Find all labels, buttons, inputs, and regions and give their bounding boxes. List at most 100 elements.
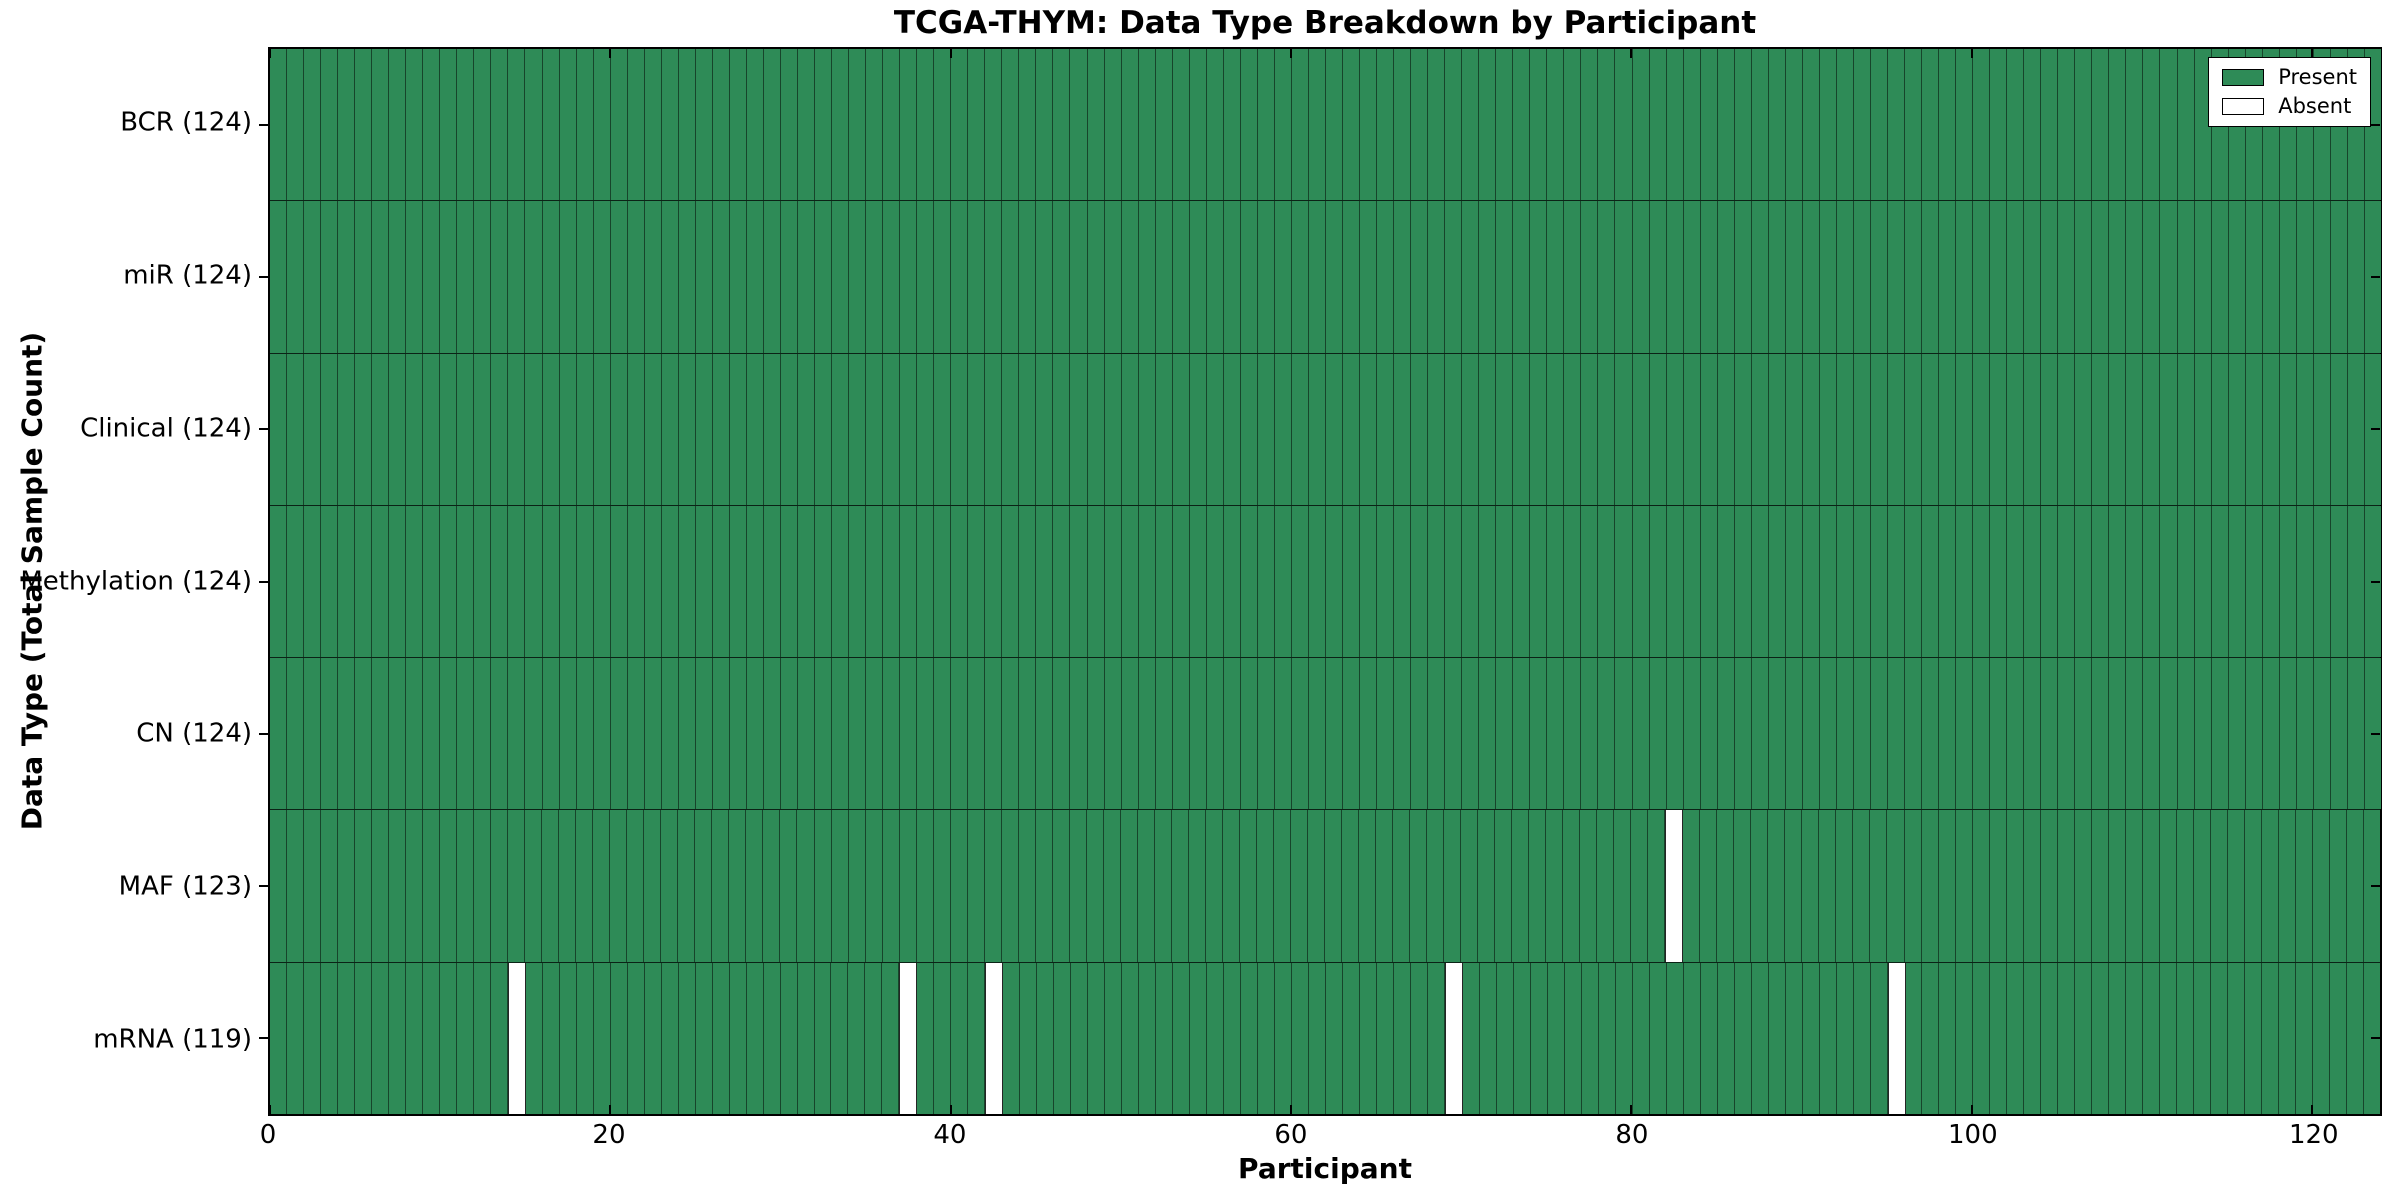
cell [1037, 962, 1055, 1114]
cell [1120, 810, 1138, 962]
cell [1189, 505, 1207, 658]
cell [746, 505, 764, 658]
cell [695, 353, 713, 505]
y-tick-left-Methylation [259, 580, 268, 583]
cell [1615, 201, 1633, 353]
cell [1547, 49, 1565, 201]
cell [1071, 962, 1089, 1114]
cell [899, 810, 917, 962]
cell [2347, 353, 2365, 505]
cell [1172, 353, 1190, 505]
cell [1239, 810, 1257, 962]
cell [1019, 201, 1037, 353]
cell [1785, 353, 1803, 505]
legend: Present Absent [2208, 57, 2371, 127]
cell [1666, 658, 1684, 810]
cell [1564, 658, 1582, 810]
cell [678, 201, 696, 353]
cell [678, 505, 696, 658]
cell [1683, 353, 1701, 505]
cell [797, 962, 815, 1114]
cell [1564, 505, 1582, 658]
cell [2041, 201, 2059, 353]
cell [1836, 962, 1854, 1114]
cell [2092, 962, 2110, 1114]
cell [1155, 49, 1173, 201]
cell [1104, 201, 1122, 353]
cell [917, 201, 935, 353]
cell [695, 201, 713, 353]
cell [2177, 658, 2195, 810]
cell [2126, 353, 2144, 505]
cell [1206, 201, 1224, 353]
cell [1155, 353, 1173, 505]
cell [865, 962, 883, 1114]
y-tick-right-Methylation [2371, 580, 2380, 583]
cell [1036, 353, 1054, 505]
cell [1785, 962, 1803, 1114]
cell [985, 505, 1003, 658]
cell [1819, 658, 1837, 810]
cell [1956, 49, 1974, 201]
cell [2040, 810, 2058, 962]
cell [559, 962, 577, 1114]
row-Methylation [270, 505, 2381, 659]
cell [1939, 353, 1957, 505]
cell [2075, 505, 2093, 658]
cell [1274, 505, 1292, 658]
cell [1717, 353, 1735, 505]
cell [559, 201, 577, 353]
cell [2024, 658, 2042, 810]
cell [1819, 201, 1837, 353]
row-miR [270, 201, 2381, 354]
cell [508, 201, 526, 353]
cell [287, 505, 305, 658]
cell [661, 962, 679, 1114]
cell [440, 810, 458, 962]
cell [1734, 201, 1752, 353]
y-tick-label-CN: CN (124) [136, 718, 252, 749]
cell [1751, 658, 1769, 810]
cell [1922, 353, 1940, 505]
cell [1922, 505, 1940, 658]
cell [1700, 353, 1718, 505]
cell [627, 810, 645, 962]
cell [1683, 810, 1701, 962]
cell [695, 505, 713, 658]
cell [1666, 353, 1684, 505]
cell [2024, 962, 2042, 1114]
cell [1342, 505, 1360, 658]
cell [746, 49, 764, 201]
x-tick-top-120 [2310, 49, 2313, 58]
cell [1240, 505, 1258, 658]
cell [1019, 49, 1037, 201]
cell [1973, 201, 1991, 353]
cell [1513, 505, 1531, 658]
cell [849, 353, 867, 505]
cell [1461, 810, 1479, 962]
cell [883, 49, 901, 201]
cell [1155, 201, 1173, 353]
y-tick-right-mRNA [2371, 1036, 2380, 1039]
cell [2092, 49, 2110, 201]
cell [1546, 810, 1564, 962]
cell [2245, 658, 2263, 810]
cell [406, 201, 424, 353]
x-tick-top-100 [1970, 49, 1973, 58]
cell [1257, 353, 1275, 505]
cell [2024, 505, 2042, 658]
cell [1036, 49, 1054, 201]
cell [746, 810, 764, 962]
cell [900, 505, 918, 658]
cell [321, 658, 339, 810]
cell [1256, 810, 1274, 962]
cell [457, 49, 475, 201]
cell [1717, 49, 1735, 201]
cell [2058, 201, 2076, 353]
cell [2330, 505, 2348, 658]
cell [2160, 353, 2178, 505]
cell [1138, 505, 1156, 658]
cell [661, 201, 679, 353]
cell [1462, 353, 1480, 505]
